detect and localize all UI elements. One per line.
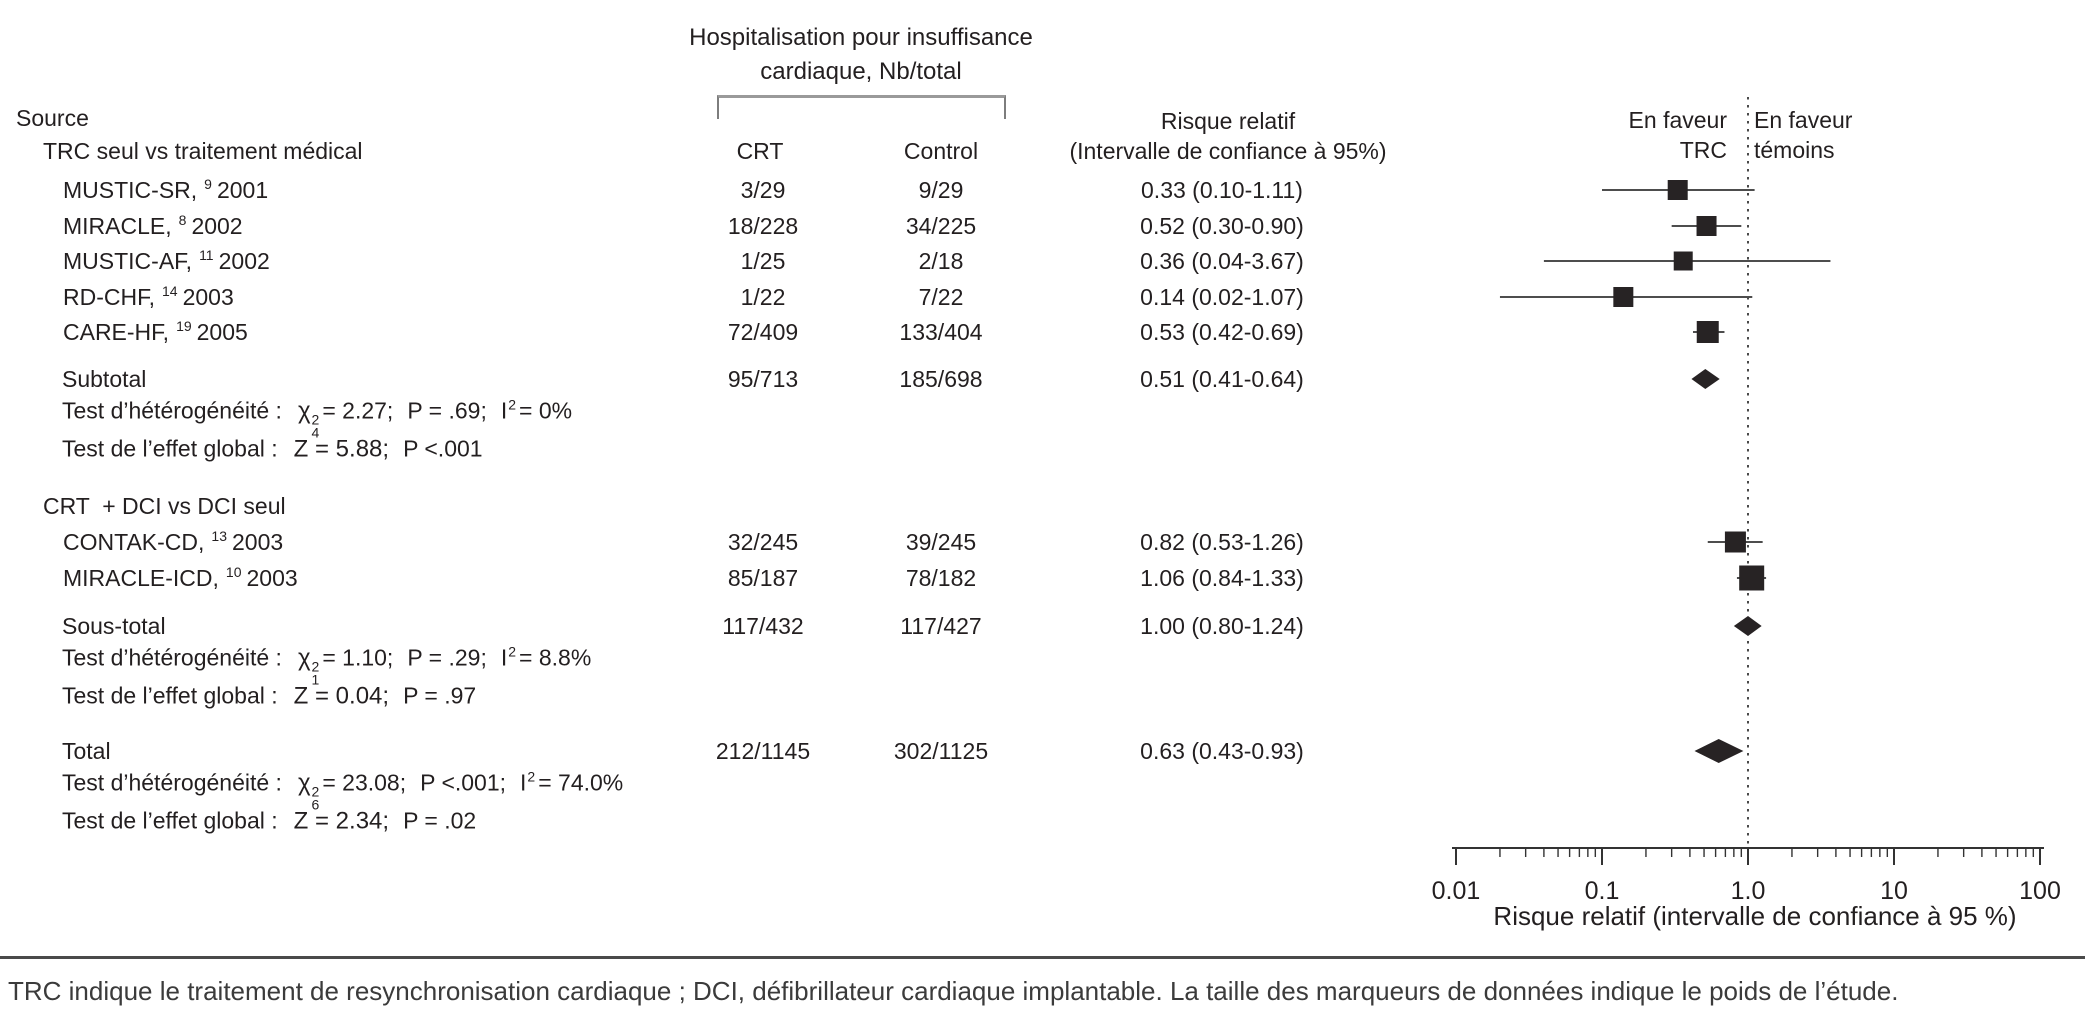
rr-value: 0.36 (0.04-3.67) [1140,248,1304,274]
x-axis-title: Risque relatif (intervalle de confiance … [1493,901,2017,931]
study-row-label: CONTAK-CD, 13 2003 [63,528,284,555]
point-estimate-square-miracle [1696,216,1717,236]
point-estimate-square-miracle-icd [1739,565,1765,591]
group1-header: TRC seul vs traitement médical [43,138,363,164]
control-value: 117/427 [900,613,982,639]
i-squared-symbol: I [500,644,508,671]
study-row-label: MIRACLE, 8 2002 [63,212,243,239]
heterogeneity-test-line: Test d’hétérogénéité : χ 2 4 = 2.27; P = .69;… [62,396,573,441]
control-value: 34/225 [905,213,977,239]
study-row-label: MUSTIC-AF, 11 2002 [63,247,270,274]
group2-header: CRT + DCI vs DCI seul [43,493,286,519]
subtotal-label: Subtotal [62,366,147,392]
point-estimate-square-contak-cd [1724,531,1746,553]
study-row-label: RD-CHF, 14 2003 [63,283,234,310]
heterogeneity-test-line: Test d’hétérogénéité : χ 2 6 = 23.08; P <.001… [62,768,624,813]
footer-divider [0,956,2085,959]
point-estimate-square-rd-chf [1613,287,1634,307]
favour-trc-label-line2: TRC [1679,137,1727,163]
overall-effect-test-line: Test de l’effet global :Z = 0.04; P = .97 [62,682,477,710]
study-row-label: MIRACLE-ICD, 10 2003 [63,564,298,591]
crt-column-header: CRT [736,138,784,164]
pooled-estimate-diamond-total [1694,739,1744,763]
chi-symbol: χ [297,644,311,672]
study-row-label: CARE-HF, 19 2005 [63,318,248,345]
reference-superscript: 10 [225,564,242,581]
rr-value: 0.51 (0.41-0.64) [1140,366,1304,392]
crt-value: 85/187 [727,565,799,591]
crt-value: 72/409 [727,319,799,345]
footnote: TRC indique le traitement de resynchroni… [8,976,1899,1006]
rr-value: 0.14 (0.02-1.07) [1140,284,1304,310]
favour-temoins-label-line2: témoins [1754,137,1835,163]
study-row-label: MUSTIC-SR, 9 2001 [63,176,269,203]
rr-value: 0.52 (0.30-0.90) [1140,213,1304,239]
chi-symbol: χ [297,769,311,797]
overall-effect-test-line: Test de l’effet global :Z = 5.88; P <.001 [62,435,483,463]
reference-superscript: 8 [178,212,187,229]
rr-value: 1.06 (0.84-1.33) [1140,565,1304,591]
source-column-header: Source [16,105,89,131]
favour-temoins-label-line1: En faveur [1754,107,1853,133]
pooled-estimate-diamond-subtotal [1691,369,1720,389]
point-estimate-square-mustic-af [1673,251,1693,271]
chi-symbol: χ [297,397,311,425]
control-column-header: Control [903,138,979,164]
crt-value: 95/713 [727,366,799,392]
point-estimate-square-care-hf [1696,321,1719,343]
heterogeneity-test-line: Test d’hétérogénéité : χ 2 1 = 1.10; P = .29;… [62,643,592,688]
crt-value: 3/29 [740,177,786,203]
crt-value: 212/1145 [715,738,811,764]
crt-value: 32/245 [727,529,799,555]
control-value: 7/22 [918,284,964,310]
rr-value: 0.82 (0.53-1.26) [1140,529,1304,555]
rr-value: 0.53 (0.42-0.69) [1140,319,1304,345]
crt-value: 1/22 [740,284,786,310]
reference-superscript: 13 [211,528,227,545]
crt-value: 18/228 [727,213,799,239]
control-value: 185/698 [899,366,983,392]
column-bracket [717,95,1006,119]
point-estimate-square-mustic-sr [1667,180,1688,200]
x-axis-tick-label: 1.0 [1731,877,1766,905]
rr-value: 0.63 (0.43-0.93) [1140,738,1304,764]
control-value: 39/245 [905,529,977,555]
rr-column-header-line1: Risque relatif [1160,108,1296,134]
pooled-estimate-diamond-sous-total [1733,616,1762,636]
crt-value: 117/432 [722,613,804,639]
total-label: Total [62,738,111,764]
events-column-header-line1: Hospitalisation pour insuffisance [689,24,1033,51]
rr-value: 1.00 (0.80-1.24) [1140,613,1304,639]
x-axis-tick-label: 10 [1880,877,1908,905]
control-value: 133/404 [899,319,983,345]
reference-superscript: 9 [204,176,212,193]
i-squared-symbol: I [500,397,508,424]
crt-value: 1/25 [740,248,786,274]
overall-effect-test-line: Test de l’effet global :Z = 2.34; P = .02 [62,807,477,835]
rr-column-header-line2: (Intervalle de confiance à 95%) [1069,138,1387,164]
events-column-header-line2: cardiaque, Nb/total [760,58,962,85]
subtotal-label: Sous-total [62,613,166,639]
x-axis-tick-label: 100 [2019,877,2061,905]
x-axis-tick-label: 0.1 [1585,877,1620,905]
favour-trc-label-line1: En faveur [1628,107,1727,133]
control-value: 2/18 [918,248,964,274]
control-value: 9/29 [918,177,964,203]
control-value: 78/182 [905,565,977,591]
i-squared-symbol: I [520,769,527,796]
reference-superscript: 11 [199,247,214,264]
x-axis-tick-label: 0.01 [1432,877,1481,905]
reference-superscript: 14 [162,283,178,300]
control-value: 302/1125 [893,738,989,764]
reference-superscript: 19 [176,318,192,335]
rr-value: 0.33 (0.10-1.11) [1141,177,1303,203]
